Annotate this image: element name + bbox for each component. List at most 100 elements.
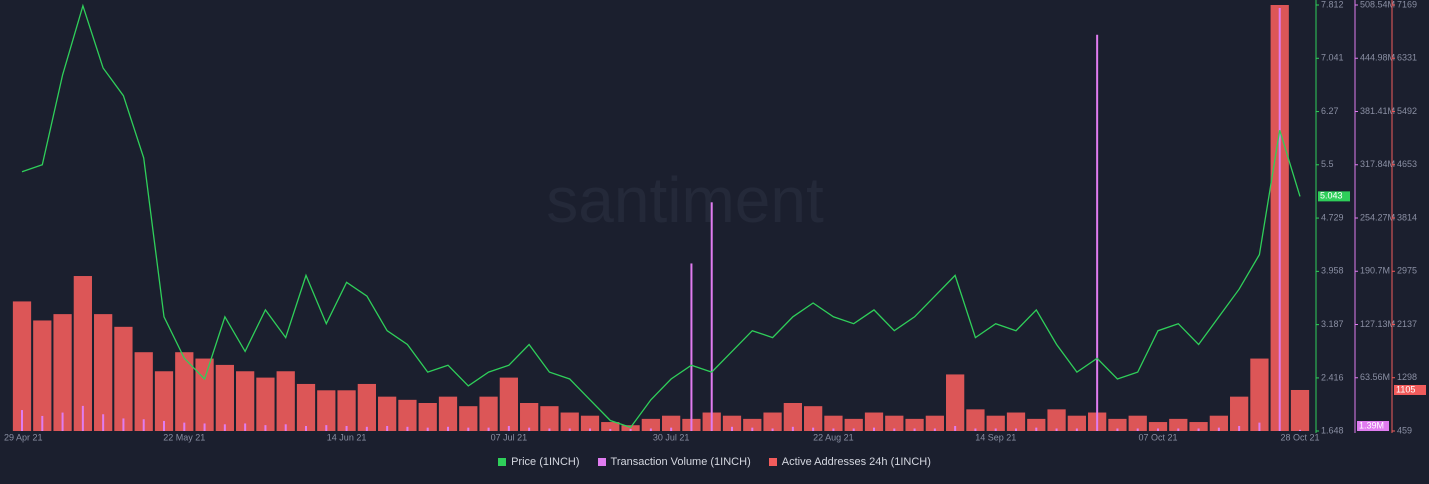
bar [520,403,539,431]
bar [844,418,863,431]
volume-bar [589,428,591,431]
bar [94,314,113,431]
legend-label: Price (1INCH) [511,456,580,468]
bar [540,406,559,431]
volume-bar [649,428,652,431]
volume-bar [771,428,774,431]
bar [438,396,458,431]
volume-bar [1258,422,1261,431]
y-tick-label: 444.98M [1360,53,1395,63]
volume-bar [345,425,348,431]
volume-bar [1015,428,1017,431]
bar [357,383,376,431]
bar [966,409,985,431]
volume-bar [203,423,206,431]
bar [1209,415,1228,431]
y-tick-label: 3.958 [1321,266,1344,276]
volume-bar [487,427,490,431]
address-bars [12,5,1310,431]
volume-bar [41,415,44,431]
volume-bar [1278,7,1281,432]
bar [804,406,823,431]
volume-bar [1238,425,1241,431]
y-tick-label: 4.729 [1321,212,1344,222]
y-tick-label: 317.84M [1360,159,1395,169]
volume-bar [852,428,855,431]
y-tick-label: 7.041 [1321,53,1344,63]
volume-bar [284,424,287,431]
legend-item[interactable]: Active Addresses 24h (1INCH) [768,456,931,468]
y-tick-label: 5492 [1397,106,1417,116]
volume-bar [913,428,916,431]
bar [864,412,884,431]
bar [560,412,579,431]
bar [33,320,52,431]
watermark: santiment [546,164,824,236]
y-tick-label: 4653 [1397,159,1417,169]
y-tick-label: 5.5 [1321,159,1334,169]
y-tick-label: 7.812 [1321,0,1344,9]
volume-bar [1197,428,1200,431]
volume-bar [791,426,794,431]
volume-bar [893,428,896,431]
last-value-label: 5.043 [1320,191,1343,201]
volume-bar [1075,428,1078,431]
legend-item[interactable]: Transaction Volume (1INCH) [597,456,751,468]
bar [1027,418,1046,431]
bar [1067,415,1086,431]
volume-bar [528,427,531,431]
bar [905,418,924,431]
bar [398,399,417,431]
bar [459,406,478,431]
volume-bar [223,424,226,431]
bar [1290,389,1310,431]
volume-bar [670,427,673,431]
volume-bar [163,420,165,431]
y-tick-label: 3814 [1397,212,1417,222]
volume-bar [609,428,612,431]
volume-bar [1035,427,1038,431]
volume-bar [21,410,23,431]
bar [256,377,275,431]
bar [580,415,600,431]
volume-bar [365,426,368,431]
volume-bar [1157,428,1159,431]
volume-bar [710,202,713,431]
y-tick-label: 254.27M [1360,212,1395,222]
last-value-label: 1105 [1396,384,1415,394]
bar [601,422,620,431]
bar [662,415,681,431]
bar [1169,418,1188,431]
legend-label: Active Addresses 24h (1INCH) [781,456,931,468]
last-value-label: 1.39M [1359,420,1384,430]
y-tick-label: 508.54M [1360,0,1395,9]
bar [175,352,194,431]
bar [195,358,214,431]
last-value-badge [1394,384,1426,395]
bar [317,390,336,431]
chart: santiment 1.648 2.416 3.187 3.958 4.729 5.5 6.… [4,0,1426,442]
legend-item[interactable]: Price (1INCH) [498,456,580,468]
volume-bar [1177,428,1180,431]
volume-bar [954,425,957,431]
bar [53,314,72,431]
bar [236,371,255,431]
volume-bar [305,425,307,431]
y-tick-label: 3.187 [1321,319,1344,329]
volume-bar [933,428,936,431]
volume-bar [832,428,835,431]
volume-bar [122,418,125,431]
bar [499,377,518,431]
x-tick-label: 30 Jul 21 [653,432,690,442]
bar [1250,358,1269,431]
bar [1047,409,1066,431]
y-tick-label: 459 [1397,425,1412,435]
legend-label: Transaction Volume (1INCH) [610,456,751,468]
volume-bar [325,425,328,431]
volume-bar [467,427,470,431]
bar [276,371,295,431]
y-tick-label: 381.41M [1360,106,1395,116]
volume-bar [1217,427,1220,431]
bar [337,390,356,431]
